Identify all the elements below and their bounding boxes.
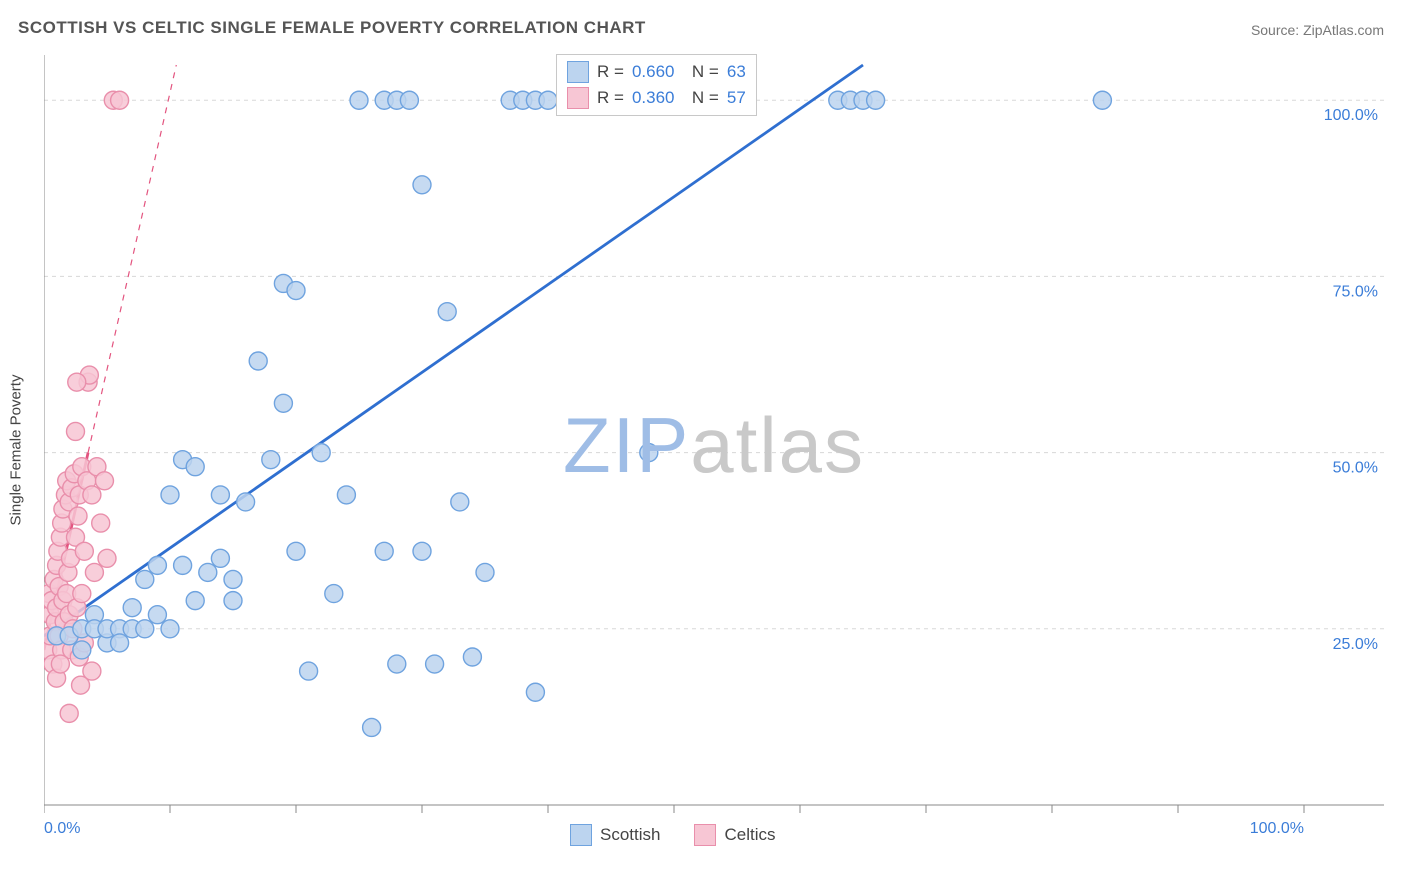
swatch-celtics-icon — [567, 87, 589, 109]
svg-text:75.0%: 75.0% — [1333, 283, 1378, 300]
svg-text:100.0%: 100.0% — [1324, 107, 1378, 124]
svg-text:50.0%: 50.0% — [1333, 460, 1378, 477]
svg-text:25.0%: 25.0% — [1333, 636, 1378, 653]
scatter-plot-svg: 25.0% 50.0% 75.0% 100.0% 0.0% 100.0% — [44, 55, 1384, 845]
N-celtics: 57 — [727, 88, 746, 108]
legend-row-scottish: R = 0.660 N = 63 — [567, 59, 746, 85]
legend-label-scottish: Scottish — [600, 825, 660, 845]
source-label: Source: ZipAtlas.com — [1251, 22, 1384, 38]
correlation-legend: R = 0.660 N = 63 R = 0.360 N = 57 — [556, 54, 757, 116]
legend-row-celtics: R = 0.360 N = 57 — [567, 85, 746, 111]
R-celtics: 0.360 — [632, 88, 675, 108]
plot-area: Single Female Poverty 25.0%50.0%75.0%100… — [44, 55, 1384, 845]
y-axis-label: Single Female Poverty — [8, 375, 25, 526]
swatch-scottish-icon — [570, 824, 592, 846]
legend-label-celtics: Celtics — [724, 825, 775, 845]
swatch-celtics-icon — [694, 824, 716, 846]
N-scottish: 63 — [727, 62, 746, 82]
svg-text:0.0%: 0.0% — [44, 820, 80, 837]
chart-title: SCOTTISH VS CELTIC SINGLE FEMALE POVERTY… — [18, 18, 646, 38]
R-scottish: 0.660 — [632, 62, 675, 82]
series-legend: Scottish Celtics — [570, 824, 776, 846]
svg-text:100.0%: 100.0% — [1250, 820, 1304, 837]
swatch-scottish-icon — [567, 61, 589, 83]
